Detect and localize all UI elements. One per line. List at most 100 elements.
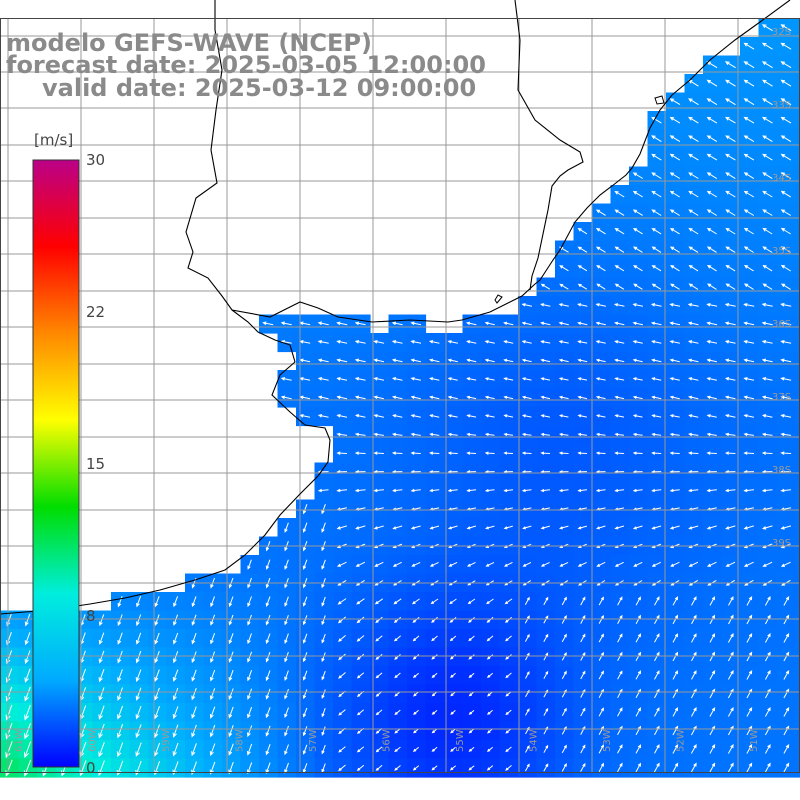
wind-arrow bbox=[247, 596, 252, 608]
wind-arrow bbox=[669, 153, 681, 161]
wind-arrow bbox=[373, 358, 385, 363]
longitude-label: 52W bbox=[676, 729, 687, 752]
wind-arrow bbox=[633, 265, 643, 272]
wind-speed-cell bbox=[795, 499, 800, 519]
wind-arrow bbox=[651, 358, 662, 363]
wind-arrow bbox=[743, 42, 755, 50]
wind-speed-cell bbox=[795, 629, 800, 649]
wind-arrow bbox=[598, 633, 604, 643]
wind-arrow bbox=[429, 451, 440, 455]
wind-arrow bbox=[743, 488, 755, 493]
wind-arrow bbox=[431, 710, 438, 715]
wind-arrow bbox=[632, 340, 643, 344]
wind-arrow bbox=[284, 744, 289, 756]
wind-arrow bbox=[356, 672, 365, 679]
wind-arrow bbox=[354, 414, 366, 418]
wind-arrow bbox=[691, 651, 697, 662]
wind-arrow bbox=[321, 615, 326, 626]
wind-arrow bbox=[635, 633, 642, 643]
wind-arrow bbox=[503, 358, 514, 363]
wind-arrow bbox=[724, 116, 736, 124]
longitude-label: 55W bbox=[455, 729, 466, 752]
wind-arrow bbox=[5, 741, 13, 759]
wind-arrow bbox=[543, 652, 549, 661]
wind-arrow bbox=[632, 414, 643, 418]
wind-arrow bbox=[321, 708, 326, 718]
wind-arrow bbox=[336, 451, 348, 455]
wind-arrow bbox=[98, 742, 105, 758]
wind-arrow bbox=[617, 651, 623, 661]
wind-arrow bbox=[265, 633, 271, 645]
wind-arrow bbox=[780, 190, 792, 198]
wind-arrow bbox=[154, 669, 160, 682]
wind-arrow bbox=[762, 98, 773, 106]
wind-arrow bbox=[598, 670, 604, 680]
wind-arrow bbox=[448, 561, 458, 567]
wind-arrow bbox=[780, 172, 792, 180]
wind-arrow bbox=[503, 321, 514, 326]
wind-arrow bbox=[561, 744, 567, 754]
wind-arrow bbox=[503, 414, 514, 418]
wind-arrow bbox=[617, 633, 623, 643]
wind-arrow bbox=[373, 451, 384, 455]
longitude-label: 61W bbox=[14, 729, 25, 752]
wind-arrow bbox=[154, 706, 160, 720]
wind-arrow bbox=[486, 598, 494, 605]
wind-arrow bbox=[136, 596, 142, 608]
latitude-label: 38S bbox=[772, 465, 791, 476]
wind-arrow bbox=[540, 303, 551, 307]
wind-arrow bbox=[431, 728, 438, 734]
wind-arrow bbox=[486, 672, 494, 679]
wind-arrow bbox=[247, 633, 252, 645]
wind-arrow bbox=[691, 596, 697, 606]
wind-arrow bbox=[688, 209, 699, 216]
wind-arrow bbox=[410, 488, 421, 493]
wind-arrow bbox=[302, 689, 308, 700]
wind-arrow bbox=[780, 153, 792, 161]
wind-speed-cell bbox=[795, 425, 800, 445]
wind-arrow bbox=[632, 488, 643, 493]
wind-arrow bbox=[762, 246, 773, 253]
wind-arrow bbox=[725, 135, 736, 143]
wind-arrow bbox=[596, 525, 606, 530]
wind-speed-cell bbox=[795, 148, 800, 168]
wind-arrow bbox=[783, 614, 790, 625]
wind-arrow bbox=[743, 265, 754, 272]
wind-arrow bbox=[577, 451, 588, 455]
wind-arrow bbox=[780, 358, 792, 363]
wind-arrow bbox=[632, 432, 643, 437]
wind-arrow bbox=[522, 561, 532, 567]
wind-arrow bbox=[521, 488, 532, 493]
wind-arrow bbox=[228, 743, 234, 756]
wind-arrow bbox=[651, 172, 662, 179]
wind-arrow bbox=[669, 358, 680, 363]
wind-arrow bbox=[743, 116, 755, 124]
wind-arrow bbox=[577, 414, 588, 418]
colorbar-unit-label: [m/s] bbox=[34, 131, 74, 149]
wind-arrow bbox=[669, 451, 680, 455]
longitude-label: 60W bbox=[88, 729, 99, 752]
wind-arrow bbox=[116, 724, 124, 739]
wind-arrow bbox=[559, 283, 569, 290]
wind-speed-cell bbox=[795, 185, 800, 205]
wind-arrow bbox=[468, 617, 475, 623]
wind-speed-cell bbox=[795, 129, 800, 149]
wind-arrow bbox=[447, 358, 458, 363]
wind-arrow bbox=[356, 635, 365, 642]
wind-arrow bbox=[210, 614, 216, 626]
wind-speed-cell bbox=[795, 610, 800, 630]
wind-arrow bbox=[247, 743, 253, 756]
wind-arrow bbox=[321, 689, 326, 699]
wind-arrow bbox=[725, 98, 736, 106]
wind-arrow bbox=[724, 303, 736, 307]
coastal-islet bbox=[654, 95, 665, 105]
wind-arrow bbox=[468, 654, 475, 660]
wind-arrow bbox=[761, 377, 773, 381]
wind-arrow bbox=[375, 746, 383, 753]
wind-arrow bbox=[336, 488, 348, 493]
wind-arrow bbox=[558, 340, 569, 344]
wind-arrow bbox=[669, 432, 680, 437]
wind-arrow bbox=[354, 340, 366, 344]
wind-arrow bbox=[762, 190, 773, 198]
wind-arrow bbox=[354, 395, 366, 400]
